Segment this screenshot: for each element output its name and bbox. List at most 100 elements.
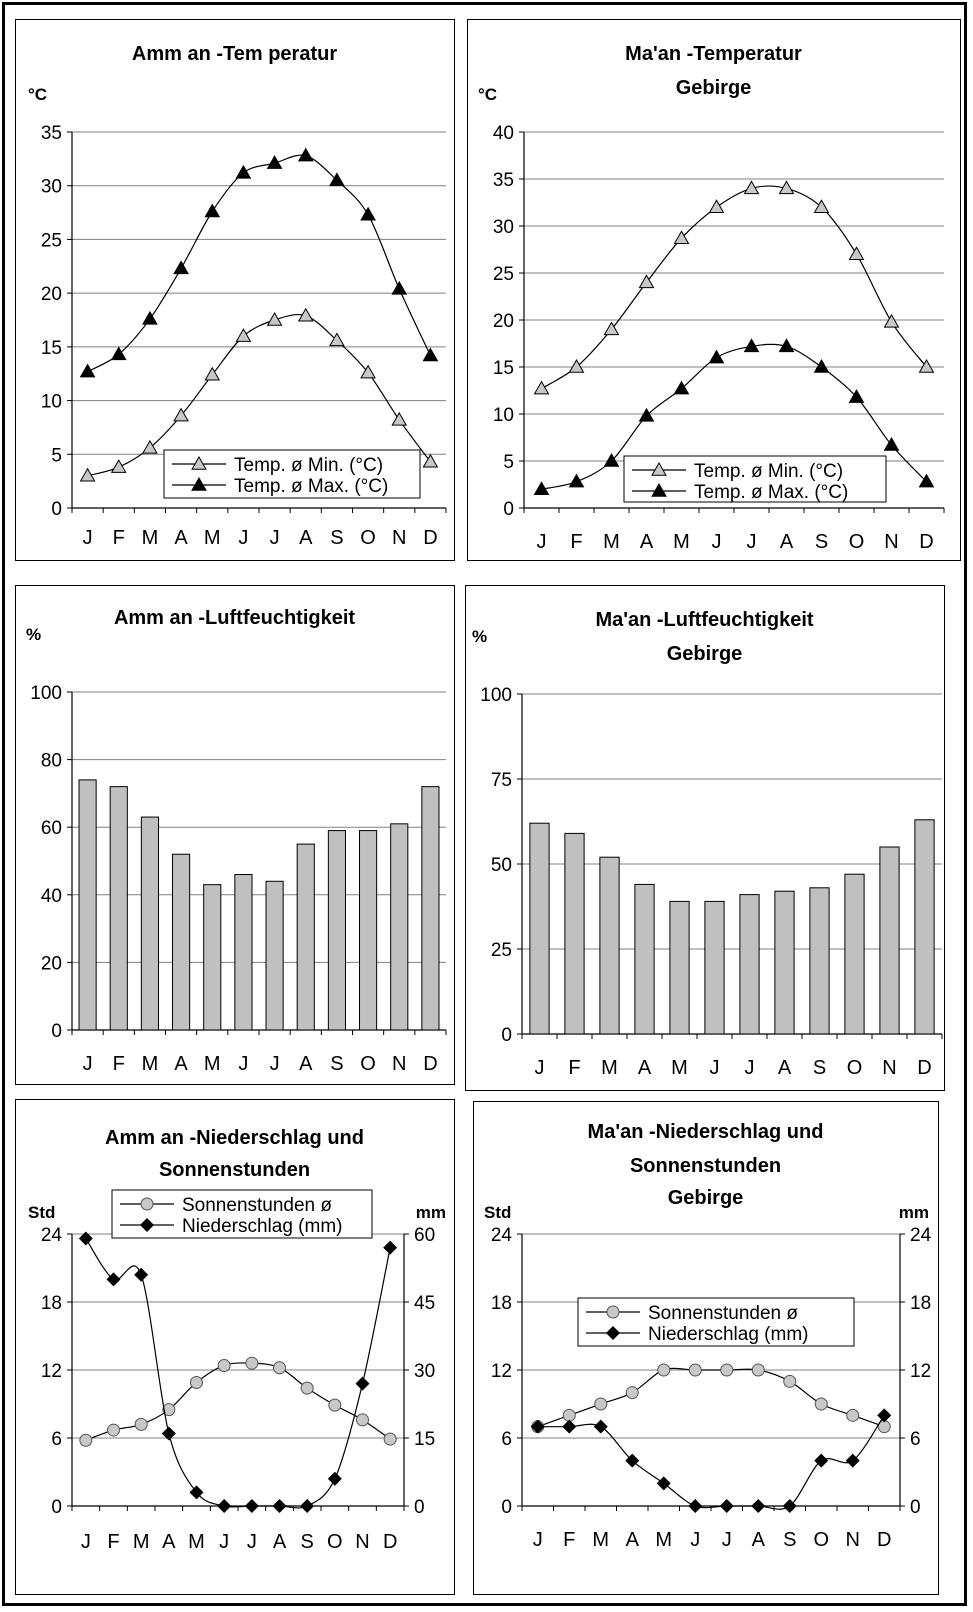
x-tick-label: S bbox=[783, 1529, 796, 1551]
y-axis-label: °C bbox=[28, 85, 47, 104]
bar bbox=[529, 822, 550, 1035]
data-point bbox=[846, 1408, 860, 1422]
data-point bbox=[217, 1499, 232, 1513]
x-tick-label: A bbox=[638, 1057, 652, 1079]
data-point bbox=[273, 1361, 286, 1375]
y-tick-label: 0 bbox=[51, 499, 62, 520]
series-line bbox=[85, 1362, 391, 1441]
data-point bbox=[422, 453, 439, 468]
y-tick-label: 20 bbox=[493, 311, 514, 332]
y-tick-label: 20 bbox=[41, 284, 62, 305]
x-tick-label: A bbox=[752, 1529, 766, 1551]
data-point bbox=[883, 313, 900, 328]
data-point bbox=[751, 1499, 766, 1513]
series-markers bbox=[530, 1408, 892, 1513]
x-tick-label: A bbox=[162, 1531, 176, 1553]
data-point bbox=[329, 172, 345, 187]
x-tick-label: O bbox=[360, 527, 376, 549]
x-tick-label: F bbox=[563, 1529, 575, 1551]
data-point bbox=[204, 366, 221, 381]
y2-tick-label: 0 bbox=[414, 1497, 425, 1518]
data-point bbox=[173, 407, 189, 422]
y-tick-label: 10 bbox=[41, 392, 62, 413]
x-tick-label: D bbox=[383, 1531, 397, 1553]
y-axis-label: °C bbox=[478, 85, 497, 104]
data-point bbox=[79, 1433, 93, 1447]
x-tick-label: J bbox=[535, 1057, 545, 1079]
bar bbox=[327, 830, 346, 1031]
data-point bbox=[751, 1363, 765, 1377]
data-point bbox=[813, 199, 830, 213]
x-tick-label: F bbox=[113, 527, 125, 549]
y2-tick-label: 12 bbox=[910, 1361, 931, 1382]
data-point bbox=[814, 1397, 828, 1411]
panel-amman-humidity: Amm an -Luftfeuchtigkeit% 0 20 40 60 80 100 J F M… bbox=[15, 585, 455, 1085]
data-point bbox=[638, 274, 655, 289]
data-point bbox=[383, 1240, 398, 1255]
x-tick-label: S bbox=[813, 1057, 826, 1079]
data-point bbox=[533, 481, 550, 495]
panel-maan-temperature: Ma'an -Temperatur Gebirge °C 0 5 10 15 20 25 30 35… bbox=[467, 19, 961, 561]
x-tick-label: M bbox=[204, 1053, 221, 1075]
data-point bbox=[79, 363, 96, 378]
chart-title: Gebirge bbox=[676, 77, 752, 99]
data-point bbox=[217, 1358, 231, 1372]
series-markers bbox=[79, 1356, 397, 1447]
data-point bbox=[300, 1499, 315, 1513]
data-point bbox=[391, 411, 408, 426]
x-tick-label: N bbox=[882, 1057, 896, 1079]
legend-label: Temp. ø Max. (°C) bbox=[234, 476, 388, 497]
chart-title: Amm an -Luftfeuchtigkeit bbox=[114, 607, 355, 629]
x-tick-label: J bbox=[537, 531, 547, 553]
y2-tick-label: 6 bbox=[910, 1429, 921, 1450]
data-point bbox=[719, 1499, 734, 1513]
bar bbox=[265, 880, 284, 1031]
data-point bbox=[651, 482, 667, 497]
data-point bbox=[204, 203, 221, 218]
data-point bbox=[778, 180, 795, 195]
data-point bbox=[657, 1363, 671, 1377]
y-tick-label: 15 bbox=[493, 358, 514, 379]
chart-title: Ma'an -Luftfeuchtigkeit bbox=[595, 609, 813, 631]
data-point bbox=[593, 1419, 608, 1434]
chart-title: Ma'an -Temperatur bbox=[625, 43, 802, 65]
x-tick-label: D bbox=[919, 531, 933, 553]
data-point bbox=[140, 1218, 154, 1232]
x-tick-label: J bbox=[533, 1529, 543, 1551]
y-tick-label: 50 bbox=[491, 855, 512, 876]
x-tick-label: D bbox=[877, 1529, 891, 1551]
x-tick-label: N bbox=[392, 527, 406, 549]
x-tick-label: D bbox=[423, 527, 437, 549]
x-tick-label: M bbox=[673, 531, 690, 553]
y-tick-label: 0 bbox=[501, 1497, 512, 1518]
y2-axis-label: mm bbox=[416, 1203, 446, 1222]
data-point bbox=[360, 206, 376, 221]
x-tick-label: J bbox=[712, 531, 722, 553]
x-tick-label: A bbox=[174, 1053, 188, 1075]
x-tick-label: J bbox=[238, 1053, 248, 1075]
y-tick-label: 15 bbox=[41, 338, 62, 359]
bar bbox=[359, 830, 378, 1031]
bar bbox=[421, 786, 440, 1031]
data-point bbox=[562, 1408, 576, 1422]
x-tick-label: A bbox=[299, 1053, 313, 1075]
x-tick-label: N bbox=[884, 531, 898, 553]
legend: Temp. ø Min. (°C)Temp. ø Max. (°C) bbox=[163, 449, 421, 499]
y-tick-label: 30 bbox=[493, 217, 514, 238]
bar bbox=[809, 887, 830, 1035]
bar bbox=[879, 846, 900, 1035]
legend: Temp. ø Min. (°C)Temp. ø Max. (°C) bbox=[623, 455, 887, 503]
data-point bbox=[625, 1453, 640, 1468]
y-tick-label: 6 bbox=[501, 1429, 512, 1450]
x-tick-label: A bbox=[640, 531, 654, 553]
bar bbox=[774, 890, 795, 1035]
chart-title: Amm an -Tem peratur bbox=[132, 43, 337, 65]
y-axis-label: % bbox=[26, 625, 41, 644]
x-tick-label: M bbox=[133, 1531, 150, 1553]
data-point bbox=[606, 1326, 620, 1340]
data-point bbox=[245, 1356, 259, 1370]
data-point bbox=[568, 473, 585, 488]
data-point bbox=[235, 328, 252, 342]
data-point bbox=[651, 461, 667, 476]
data-point bbox=[107, 1423, 120, 1437]
